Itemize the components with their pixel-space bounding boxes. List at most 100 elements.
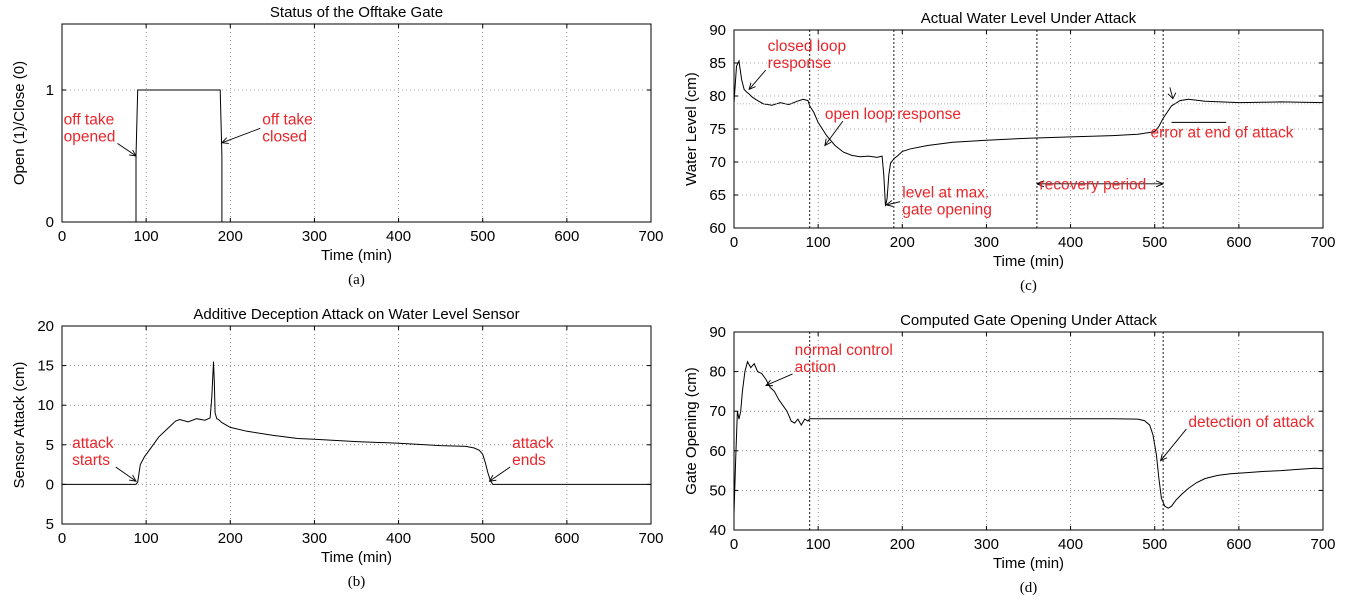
series-group <box>62 361 651 485</box>
x-tick-label: 200 <box>890 536 915 553</box>
annotation-arrow <box>489 466 511 482</box>
x-tick-label: 300 <box>974 234 999 251</box>
series-group <box>734 30 1323 228</box>
y-tick-label: 60 <box>709 443 726 460</box>
y-tick-label: 0 <box>46 214 54 231</box>
annotation-label: attack ends <box>512 435 554 469</box>
arrowhead <box>885 200 894 207</box>
annotation-arrow <box>824 120 844 146</box>
x-tick-label: 200 <box>218 530 243 547</box>
x-tick-label: 400 <box>1058 536 1083 553</box>
y-tick-label: 80 <box>709 364 726 381</box>
arrowhead <box>129 474 137 482</box>
y-tick-label: 80 <box>709 88 726 105</box>
annotation-label: recovery period <box>1039 177 1146 194</box>
x-axis-label: Time (min) <box>321 549 392 566</box>
y-axis-label: Sensor Attack (cm) <box>11 362 28 489</box>
y-tick-label: 85 <box>709 55 726 72</box>
y-tick-label: 40 <box>709 522 726 539</box>
y-tick-label: 90 <box>709 22 726 39</box>
panel-d: 0 100 200 300 400 500 600 700 40 50 60 70 80 90 Comput… <box>683 312 1336 596</box>
chart-title: Status of the Offtake Gate <box>270 4 443 21</box>
y-tick-label: 50 <box>709 482 726 499</box>
chart-title: Computed Gate Opening Under Attack <box>900 312 1157 329</box>
error-marker-arrow <box>1169 87 1174 99</box>
panel-a: 0 100 200 300 400 500 600 700 0 1 Status of the Of… <box>11 4 664 288</box>
y-axis-label: Gate Opening (cm) <box>683 367 700 495</box>
series-group <box>135 89 223 222</box>
y-tick-label: 90 <box>709 324 726 341</box>
arrowhead <box>220 137 229 144</box>
panel-b: 0 100 200 300 400 500 600 700505101520Additive … <box>11 306 664 590</box>
x-tick-label: 300 <box>974 536 999 553</box>
annotation-label: detection of attack <box>1188 414 1314 431</box>
series-line <box>135 89 223 222</box>
y-axis-label: Water Level (cm) <box>683 72 700 186</box>
x-tick-label: 600 <box>554 530 579 547</box>
x-tick-label: 0 <box>730 536 738 553</box>
x-tick-label: 100 <box>806 234 831 251</box>
y-tick-label: 5 <box>46 516 54 533</box>
x-tick-label: 700 <box>638 228 663 245</box>
arrowhead <box>824 138 832 147</box>
annotation-label: off take closed <box>262 111 313 145</box>
x-axis-label: Time (min) <box>321 247 392 264</box>
x-tick-label: 500 <box>1142 536 1167 553</box>
x-tick-label: 200 <box>218 228 243 245</box>
series-group <box>734 332 1323 530</box>
x-tick-label: 300 <box>302 228 327 245</box>
annotation-label: error at end of attack <box>1151 125 1294 142</box>
arrowhead <box>748 82 756 91</box>
x-tick-label: 0 <box>730 234 738 251</box>
x-tick-label: 300 <box>302 530 327 547</box>
x-tick-label: 500 <box>470 228 495 245</box>
y-tick-label: 65 <box>709 187 726 204</box>
annotation-label: normal control action <box>795 342 893 376</box>
y-tick-label: 75 <box>709 121 726 138</box>
x-tick-label: 100 <box>134 228 159 245</box>
y-tick-label: 5 <box>46 437 54 454</box>
x-tick-label: 500 <box>470 530 495 547</box>
annotation-arrow <box>117 142 137 157</box>
y-tick-label: 70 <box>709 403 726 420</box>
panel-caption: (b) <box>348 574 366 590</box>
x-tick-label: 700 <box>1310 234 1335 251</box>
panel-caption: (d) <box>1020 580 1038 596</box>
chart-title: Actual Water Level Under Attack <box>921 10 1137 27</box>
y-tick-label: 1 <box>46 82 54 99</box>
plot-frame <box>733 331 1324 531</box>
annotation-arrow <box>1160 428 1187 461</box>
y-tick-label: 15 <box>37 358 54 375</box>
annotation-arrow <box>221 127 261 144</box>
x-axis-label: Time (min) <box>993 253 1064 270</box>
x-tick-label: 0 <box>58 228 66 245</box>
y-tick-label: 70 <box>709 154 726 171</box>
plot-frame <box>61 23 652 223</box>
arrowhead <box>765 379 773 387</box>
y-tick-label: 60 <box>709 220 726 237</box>
x-tick-label: 600 <box>554 228 579 245</box>
x-tick-label: 100 <box>134 530 159 547</box>
x-tick-label: 200 <box>890 234 915 251</box>
x-tick-label: 500 <box>1142 234 1167 251</box>
annotation-label: off take opened <box>64 111 116 145</box>
y-axis-label: Open (1)/Close (0) <box>11 61 28 185</box>
x-tick-label: 700 <box>638 530 663 547</box>
annotation-arrow <box>748 69 766 90</box>
arrowhead <box>488 474 497 482</box>
x-tick-label: 400 <box>386 530 411 547</box>
x-tick-label: 400 <box>1058 234 1083 251</box>
arrowhead <box>129 149 137 157</box>
plot-frame <box>61 325 652 525</box>
annotation-label: attack starts <box>72 435 114 469</box>
x-tick-label: 400 <box>386 228 411 245</box>
y-tick-label: 0 <box>46 476 54 493</box>
series-line <box>734 360 1323 515</box>
y-tick-label: 20 <box>37 318 54 335</box>
panel-caption: (a) <box>348 272 365 288</box>
arrowhead <box>1159 453 1168 462</box>
annotation-arrow <box>115 466 137 482</box>
annotation-arrow <box>886 201 901 206</box>
y-tick-label: 10 <box>37 397 54 414</box>
